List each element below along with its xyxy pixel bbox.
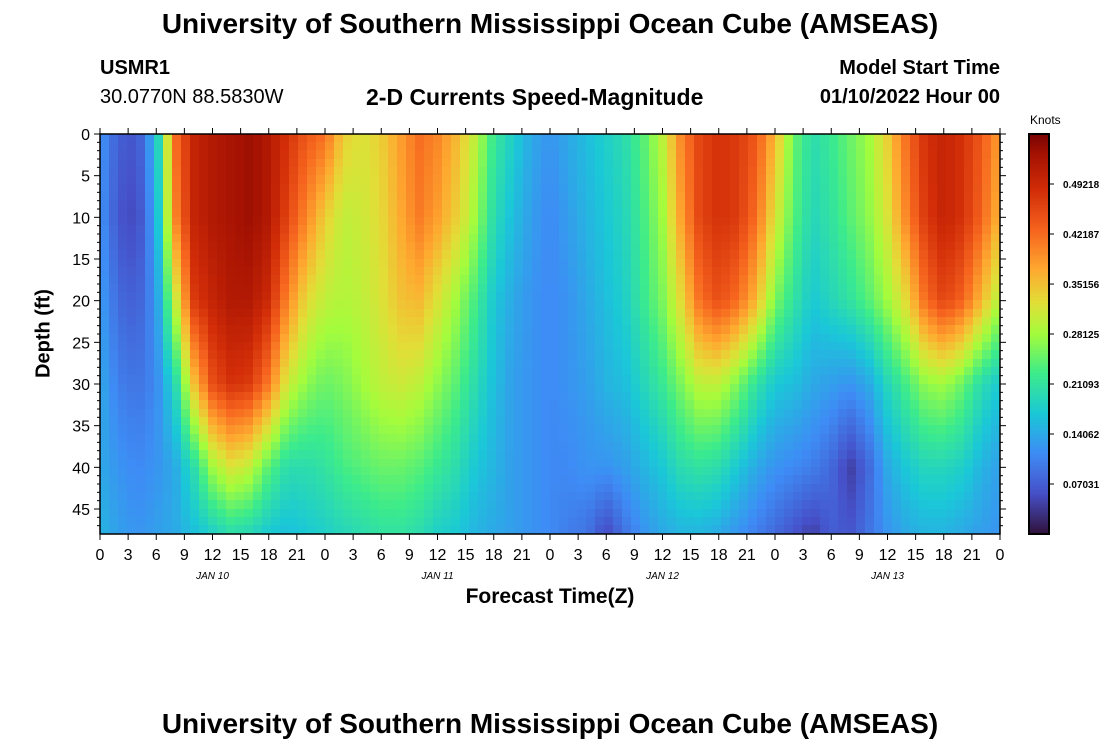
colorbar-tick-label: 0.14062 [1063,430,1100,441]
x-tick-label: 21 [288,547,306,564]
y-tick-label: 45 [72,502,90,519]
y-tick-label: 35 [72,419,90,436]
day-label: JAN 11 [420,571,453,582]
y-tick-label: 0 [81,127,90,144]
x-tick-label: 12 [879,547,897,564]
colorbar-label: Knots [1030,113,1061,127]
colorbar-tick-label: 0.42187 [1063,230,1100,241]
x-tick-label: 9 [630,547,639,564]
y-tick-label: 20 [72,294,90,311]
chart-subtitle: 2-D Currents Speed-Magnitude [366,84,704,110]
x-tick-label: 6 [152,547,161,564]
station-id: USMR1 [100,57,171,79]
x-tick-label: 12 [204,547,222,564]
x-tick-label: 15 [682,547,700,564]
x-ticks: 0 3 6 9 12 15 18 21 0 3 6 9 12 15 18 21 0 3 6 9 12 15 18 21 0 3 6 9… [96,128,1005,564]
chart-title: University of Southern Mississippi Ocean… [161,8,939,39]
day-labels: JAN 10 JAN 11 JAN 12 JAN 13 [195,571,904,582]
x-tick-label: 0 [996,547,1005,564]
x-tick-label: 18 [710,547,728,564]
y-tick-label: 5 [81,169,90,186]
x-tick-label: 3 [574,547,583,564]
y-tick-label: 15 [72,252,90,269]
x-tick-label: 0 [771,547,780,564]
x-tick-label: 18 [935,547,953,564]
x-tick-label: 3 [349,547,358,564]
x-tick-label: 12 [429,547,447,564]
x-tick-label: 3 [799,547,808,564]
x-tick-label: 6 [827,547,836,564]
x-tick-label: 15 [232,547,250,564]
speed-heatmap [100,134,1000,534]
x-tick-label: 0 [321,547,330,564]
x-tick-label: 18 [260,547,278,564]
y-tick-label: 10 [72,210,90,227]
colorbar-frame [1028,133,1050,535]
footer-title: University of Southern Mississippi Ocean… [161,708,939,739]
model-start-label: Model Start Time [839,57,1000,79]
x-tick-label: 6 [377,547,386,564]
colorbar-tick-label: 0.35156 [1063,280,1100,291]
day-label: JAN 10 [195,571,229,582]
colorbar-tick-label: 0.49218 [1063,180,1100,191]
x-tick-label: 9 [180,547,189,564]
x-tick-label: 0 [96,547,105,564]
plot-frame [99,133,1001,535]
x-tick-label: 0 [546,547,555,564]
x-tick-label: 15 [457,547,475,564]
y-tick-label: 40 [72,460,90,477]
day-label: JAN 13 [870,571,904,582]
colorbar-tick-label: 0.28125 [1063,330,1100,341]
x-tick-label: 21 [738,547,756,564]
x-tick-label: 18 [485,547,503,564]
x-tick-label: 21 [963,547,981,564]
x-tick-label: 6 [602,547,611,564]
x-tick-label: 21 [513,547,531,564]
x-tick-label: 15 [907,547,925,564]
x-tick-label: 9 [405,547,414,564]
colorbar-tick-label: 0.21093 [1063,380,1100,391]
colorbar [1029,134,1049,534]
y-ticks: 0 5 10 15 20 25 30 35 40 45 [72,127,1006,527]
y-tick-label: 30 [72,377,90,394]
y-tick-label: 25 [72,335,90,352]
model-start-time: 01/10/2022 Hour 00 [819,86,1000,108]
day-label: JAN 12 [645,571,679,582]
x-axis-label: Forecast Time(Z) [465,585,635,608]
station-coordinates: 30.0770N 88.5830W [100,86,284,108]
colorbar-tick-label: 0.07031 [1063,480,1100,491]
colorbar-ticks: 0.07031 0.14062 0.21093 0.28125 0.35156 0.421… [1049,180,1100,491]
x-tick-label: 12 [654,547,672,564]
x-tick-label: 9 [855,547,864,564]
x-tick-label: 3 [124,547,133,564]
